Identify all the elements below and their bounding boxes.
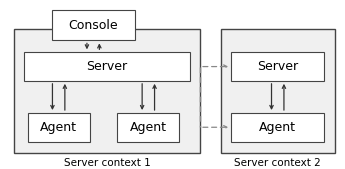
Bar bbox=[221, 29, 335, 153]
Bar bbox=[231, 52, 324, 81]
Bar bbox=[24, 52, 190, 81]
Bar bbox=[52, 10, 135, 40]
Text: Server: Server bbox=[257, 60, 298, 73]
Bar bbox=[117, 113, 179, 142]
Bar bbox=[14, 29, 200, 153]
Bar bbox=[231, 113, 324, 142]
Text: Agent: Agent bbox=[130, 121, 167, 134]
Text: Agent: Agent bbox=[259, 121, 296, 134]
Text: Server context 1: Server context 1 bbox=[63, 158, 150, 168]
Bar bbox=[28, 113, 90, 142]
Text: Agent: Agent bbox=[40, 121, 77, 134]
Text: Server context 2: Server context 2 bbox=[234, 158, 321, 168]
Text: Console: Console bbox=[68, 19, 118, 32]
Text: Server: Server bbox=[86, 60, 128, 73]
